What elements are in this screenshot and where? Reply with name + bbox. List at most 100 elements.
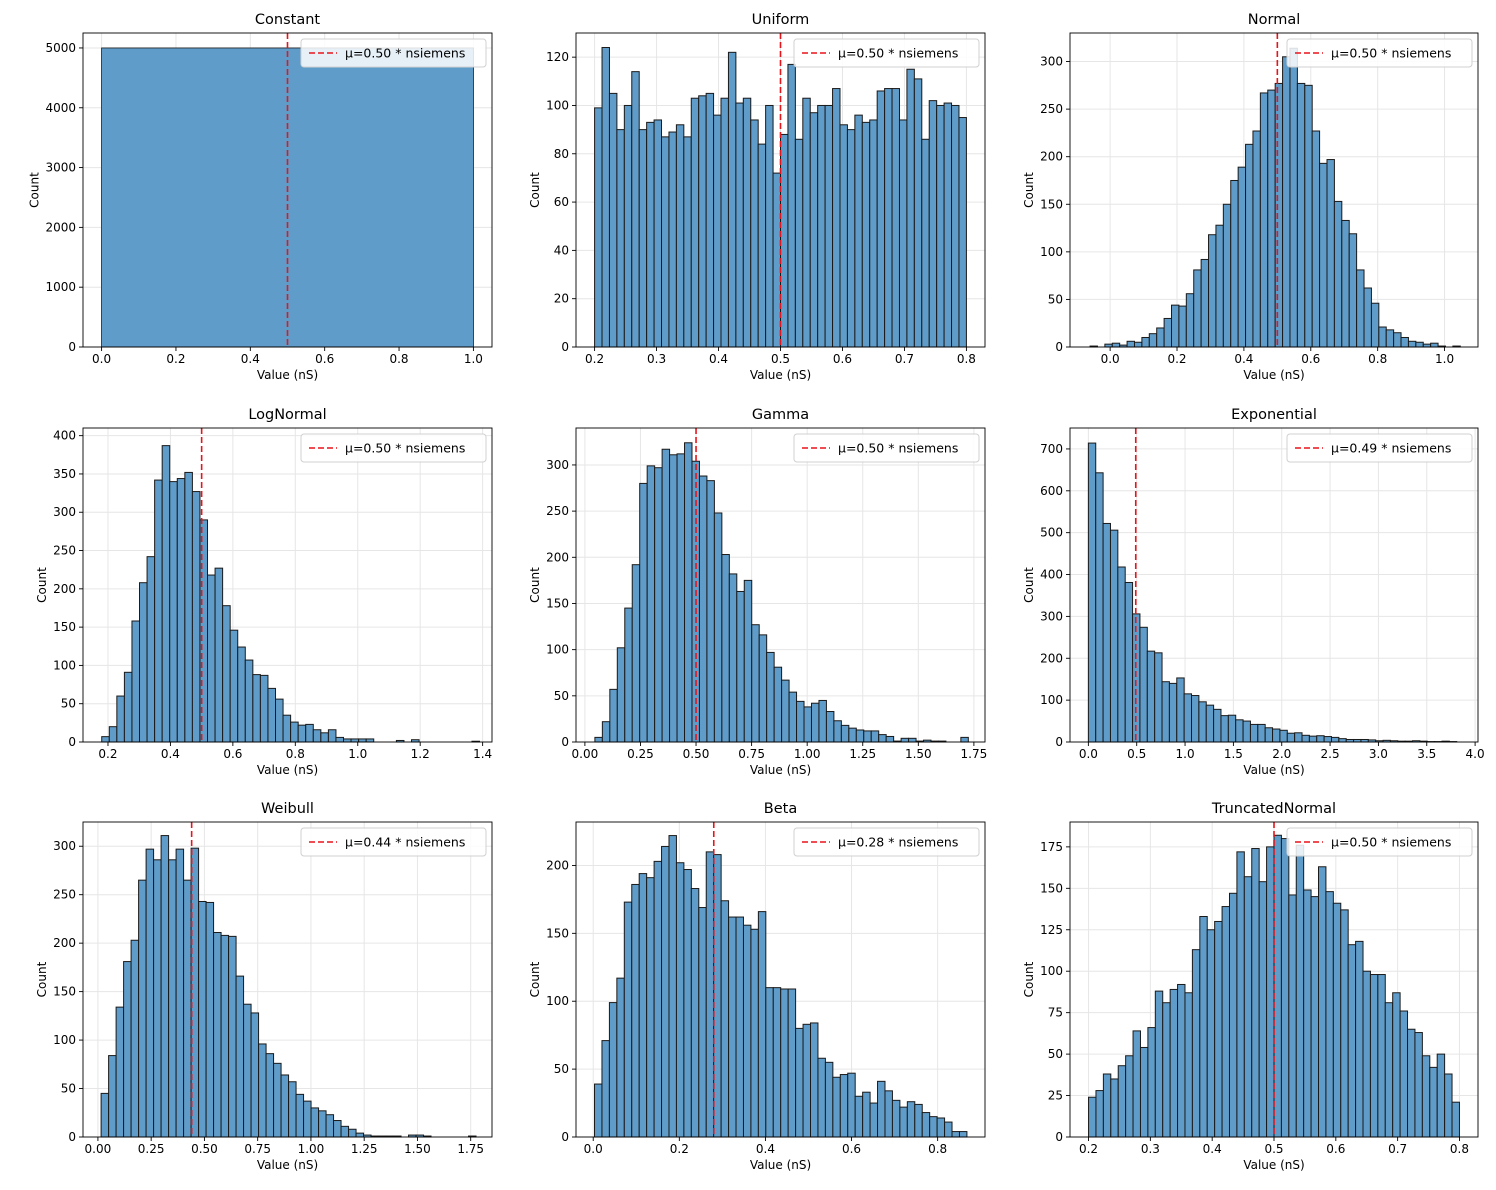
x-tick-label: 0.75 — [738, 747, 765, 761]
y-tick-label: 700 — [1040, 442, 1063, 456]
histogram-bar — [333, 1120, 342, 1138]
histogram-bar — [138, 879, 147, 1138]
histogram-bar — [1294, 732, 1303, 743]
histogram-bar — [601, 1040, 610, 1138]
x-tick-label: 0.6 — [1326, 1142, 1345, 1156]
histogram-bar — [1356, 269, 1365, 348]
y-tick-label: 300 — [1040, 609, 1063, 623]
y-tick-label: 50 — [61, 697, 76, 711]
chart-truncatednormal: 0.2 0.3 0.4 0.5 0.6 0.7 0.8 0 25 50 75 100 125 150 175… — [1022, 801, 1479, 1172]
histogram-bar — [690, 888, 700, 1138]
legend-box — [300, 38, 487, 68]
y-axis-label: Count — [528, 567, 542, 603]
y-tick-label: 20 — [554, 292, 569, 306]
histogram-bar — [780, 133, 789, 348]
histogram-bar — [1341, 219, 1350, 348]
histogram-bar — [1251, 848, 1260, 1138]
histogram-bar — [1257, 723, 1266, 743]
histogram-bar — [1282, 56, 1291, 348]
histogram-bar — [131, 620, 141, 743]
histogram-bar — [1208, 234, 1217, 348]
histogram-bar — [787, 63, 796, 348]
histogram-bar — [1421, 1055, 1431, 1138]
histogram-bar — [601, 721, 611, 743]
histogram-bar — [161, 445, 171, 743]
histogram-bar — [168, 859, 177, 1138]
legend-box — [300, 827, 487, 857]
histogram-bar — [297, 724, 307, 743]
y-tick-label: 100 — [53, 1033, 76, 1047]
y-tick-label: 250 — [53, 888, 76, 902]
y-tick-label: 200 — [53, 936, 76, 950]
y-tick-label: 400 — [53, 429, 76, 443]
y-tick-label: 300 — [546, 458, 569, 472]
histogram-bar — [214, 567, 224, 743]
histogram-bar — [1109, 529, 1119, 743]
histogram-bar — [757, 143, 767, 348]
histogram-bar — [802, 1023, 812, 1138]
x-axis-label: Value (nS) — [257, 1158, 318, 1172]
histogram-bar — [153, 859, 162, 1138]
histogram-bar — [824, 1061, 834, 1138]
y-tick-label: 200 — [1040, 150, 1063, 164]
histogram-bar — [123, 671, 133, 743]
histogram-bar — [1407, 340, 1417, 348]
x-axis-label: Value (nS) — [750, 763, 811, 777]
histogram-bar — [282, 714, 292, 743]
y-tick-label: 4000 — [45, 101, 76, 115]
histogram-bar — [275, 698, 284, 743]
y-tick-label: 200 — [1040, 651, 1063, 665]
chart-beta: 0.0 0.2 0.4 0.6 0.8 0 50 100 150 200 Beta Value (nS… — [528, 801, 986, 1172]
histogram-bar — [1400, 336, 1409, 348]
y-tick-label: 150 — [546, 926, 569, 940]
histogram-bar — [130, 939, 140, 1138]
histogram-bar — [250, 1012, 260, 1138]
x-tick-label: 0.2 — [1167, 352, 1186, 366]
histogram-bar — [609, 688, 618, 743]
histogram-bar — [1102, 1073, 1112, 1138]
y-axis-label: Count — [1022, 172, 1036, 208]
histogram-bar — [229, 629, 239, 743]
histogram-bar — [365, 738, 375, 743]
histogram-bar — [646, 465, 656, 743]
x-tick-label: 0.75 — [244, 1142, 271, 1156]
histogram-bar — [594, 107, 603, 348]
legend-box — [1286, 827, 1473, 857]
y-tick-label: 3000 — [45, 161, 76, 175]
y-tick-label: 60 — [554, 195, 569, 209]
x-tick-label: 0.5 — [1264, 1142, 1283, 1156]
histogram-bar — [810, 702, 820, 743]
histogram-bar — [706, 480, 715, 743]
histogram-bar — [899, 1106, 908, 1138]
histogram-bar — [690, 97, 700, 348]
histogram-bar — [1213, 708, 1222, 743]
histogram-bar — [1110, 1078, 1119, 1138]
histogram-bar — [1236, 851, 1245, 1138]
histogram-bar — [1178, 305, 1187, 348]
histogram-bar — [198, 900, 207, 1138]
histogram-bars — [100, 835, 477, 1138]
histogram-bar — [1237, 166, 1247, 348]
y-axis-label: Count — [528, 172, 542, 208]
legend: μ=0.49 * nsiemens — [1286, 433, 1473, 463]
histogram-bar — [160, 835, 170, 1138]
y-tick-label: 200 — [546, 550, 569, 564]
histogram-bar — [1326, 159, 1335, 348]
histogram-bar — [653, 860, 663, 1138]
legend-label: μ=0.50 * nsiemens — [1331, 835, 1451, 850]
legend: μ=0.44 * nsiemens — [300, 827, 487, 857]
y-tick-label: 80 — [554, 147, 569, 161]
histogram-bar — [205, 901, 215, 1138]
histogram-bar — [765, 104, 774, 348]
x-tick-label: 1.25 — [351, 1142, 378, 1156]
histogram-bar — [1200, 258, 1210, 348]
histogram-bar — [876, 90, 886, 348]
y-axis-label: Count — [28, 172, 42, 208]
histogram-bar — [951, 104, 960, 348]
histogram-bar — [243, 1003, 252, 1138]
histogram-bar — [1347, 944, 1357, 1138]
histogram-bar — [1378, 326, 1387, 348]
histogram-bar — [343, 738, 352, 743]
histogram-bar — [705, 851, 715, 1138]
chart-lognormal: 0.2 0.4 0.6 0.8 1.0 1.2 1.4 0 50 100 150 200 250 300 3… — [35, 407, 493, 777]
